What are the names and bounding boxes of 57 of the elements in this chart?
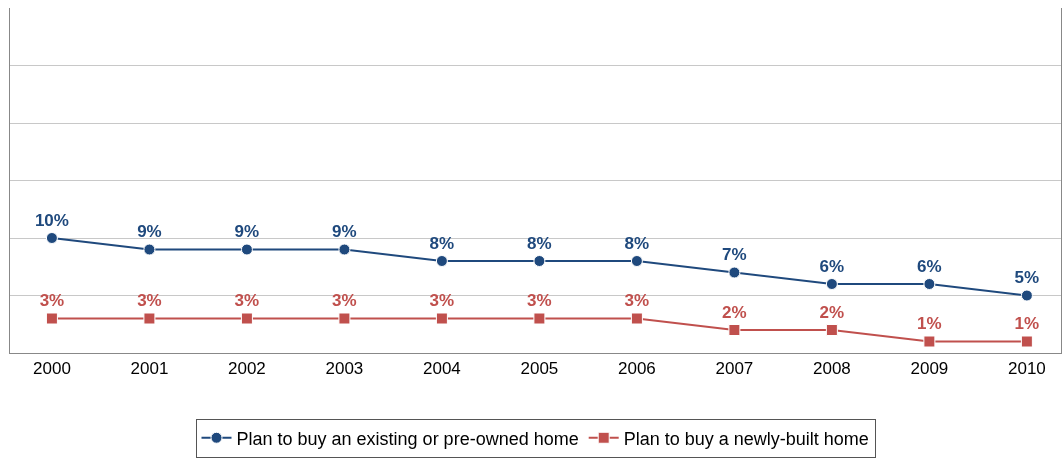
data-label: 6% — [917, 256, 942, 276]
data-label: 9% — [234, 222, 260, 242]
point — [143, 243, 156, 256]
legend-label: Plan to buy a newly-built home — [623, 428, 869, 449]
data-label: 6% — [819, 256, 845, 276]
point — [240, 243, 253, 256]
x-tick-label: 2003 — [325, 359, 364, 379]
data-label: 3% — [137, 291, 162, 311]
x-tick-label: 2008 — [812, 359, 851, 379]
point — [533, 312, 546, 325]
data-label: 8% — [429, 233, 455, 253]
data-label: 3% — [527, 291, 552, 311]
point — [630, 255, 643, 267]
point — [435, 255, 448, 267]
data-label: 3% — [429, 291, 455, 311]
data-label: 9% — [332, 222, 357, 242]
data-label: 1% — [917, 314, 942, 334]
point — [143, 312, 156, 325]
data-label: 3% — [332, 291, 357, 311]
point — [825, 278, 838, 290]
data-label: 8% — [624, 233, 650, 253]
data-label: 2% — [819, 302, 845, 322]
point — [825, 324, 838, 336]
x-tick-label: 2004 — [422, 359, 461, 379]
x-tick-label: 2000 — [33, 359, 71, 379]
data-label: 10% — [34, 210, 69, 230]
data-label: 3% — [624, 291, 650, 311]
x-tick-label: 2006 — [617, 359, 656, 379]
x-tick-label: 2010 — [1007, 359, 1046, 379]
data-label: 1% — [1014, 314, 1040, 334]
point — [1020, 335, 1033, 348]
point — [45, 232, 58, 244]
x-tick-label: 2002 — [228, 359, 266, 379]
point — [240, 312, 253, 325]
data-label: 9% — [137, 222, 162, 242]
point — [923, 335, 936, 348]
point — [923, 278, 936, 290]
data-label: 5% — [1014, 268, 1040, 288]
data-label: 7% — [722, 245, 747, 265]
point — [728, 266, 741, 279]
data-label: 3% — [39, 291, 65, 311]
point — [533, 255, 546, 267]
x-tick-label: 2005 — [520, 359, 559, 379]
x-tick-label: 2009 — [910, 359, 949, 379]
point — [45, 312, 58, 325]
point — [630, 312, 643, 325]
x-tick-label: 2007 — [715, 359, 754, 379]
x-tick-label: 2001 — [130, 359, 169, 379]
point — [1020, 289, 1033, 302]
point — [435, 312, 448, 325]
point — [338, 243, 351, 256]
data-label: 8% — [527, 233, 552, 253]
legend-label: Plan to buy an existing or pre-owned home — [236, 428, 579, 449]
point — [728, 324, 741, 336]
data-label: 2% — [722, 302, 747, 322]
data-label: 3% — [234, 291, 260, 311]
point — [338, 312, 351, 325]
